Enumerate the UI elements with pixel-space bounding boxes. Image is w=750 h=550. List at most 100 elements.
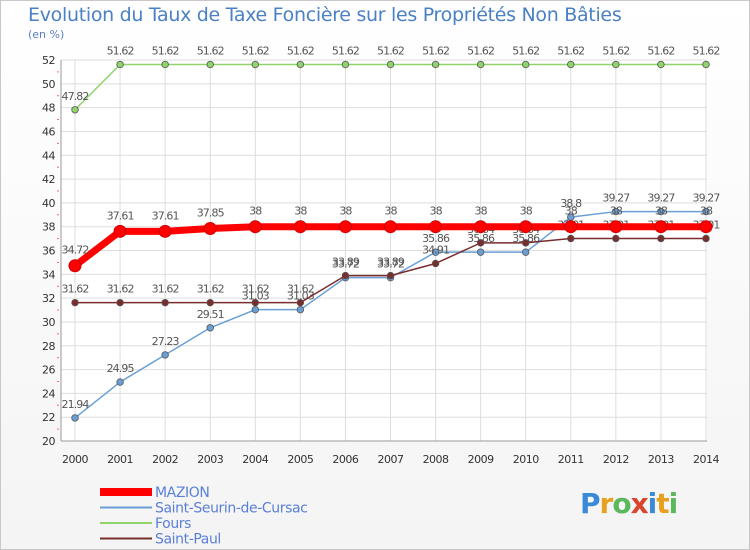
data-label: 51.62 [197, 45, 224, 58]
x-tick-label: 2003 [197, 453, 223, 466]
data-label: 51.62 [647, 45, 674, 58]
data-point [702, 207, 710, 216]
data-label: 51.62 [377, 45, 404, 58]
data-label: 33.89 [332, 256, 360, 269]
y-tick-label: 50 [42, 78, 55, 91]
data-point [386, 271, 395, 280]
data-label: 35.86 [422, 232, 450, 245]
data-label: 51.62 [512, 45, 539, 58]
data-label: 34.72 [62, 244, 89, 257]
y-tick-label: 36 [42, 245, 55, 258]
data-point [702, 234, 710, 243]
y-tick-label: 34 [42, 268, 55, 281]
data-label: 38 [475, 205, 488, 218]
data-point [203, 221, 217, 235]
y-tick-label: 52 [42, 54, 55, 67]
x-tick-label: 2012 [603, 453, 629, 466]
data-point [657, 60, 665, 69]
data-label: 39.27 [647, 192, 675, 205]
y-tick-label: 22 [42, 411, 55, 424]
data-point [251, 305, 259, 314]
data-label: 47.82 [62, 90, 89, 103]
data-label: 31.03 [287, 290, 315, 303]
data-label: 51.62 [107, 45, 134, 58]
data-label: 38 [249, 205, 262, 218]
data-point [206, 324, 214, 332]
data-point [567, 234, 575, 243]
x-tick-label: 2011 [558, 453, 584, 466]
x-tick-label: 2006 [332, 453, 358, 466]
data-point [431, 60, 440, 69]
data-point [206, 298, 214, 307]
data-point [522, 239, 530, 247]
legend-label: Fours [155, 516, 191, 532]
data-label: 51.62 [287, 45, 314, 58]
data-label: 31.62 [287, 283, 314, 296]
data-point [386, 60, 395, 69]
data-label: 31.62 [62, 283, 89, 296]
data-point [341, 271, 350, 280]
data-label: 38 [429, 205, 442, 218]
data-label: 51.62 [557, 45, 584, 58]
data-label: 51.62 [242, 45, 269, 58]
y-tick-label: 30 [42, 316, 55, 329]
data-label: 38 [384, 205, 397, 218]
data-point [251, 60, 259, 69]
data-label: 29.51 [197, 308, 224, 321]
data-point [476, 239, 485, 247]
data-point [71, 298, 79, 307]
data-label: 39.27 [602, 192, 630, 205]
data-point [657, 234, 665, 243]
data-point [71, 414, 79, 422]
legend-label: MAZION [155, 485, 209, 501]
data-point [474, 220, 488, 234]
logo-letter: r [599, 487, 614, 520]
data-point [431, 259, 440, 268]
data-point [251, 298, 259, 307]
y-axis-unit: (en %) [28, 28, 65, 41]
data-label: 31.62 [197, 283, 224, 296]
data-label: 37.61 [107, 209, 134, 222]
logo-letter: i [668, 487, 679, 520]
data-label: 51.62 [467, 45, 494, 58]
data-label: 31.03 [242, 290, 270, 303]
data-point [206, 60, 214, 69]
data-label: 33.89 [377, 256, 405, 269]
data-point [564, 220, 578, 234]
data-point [702, 60, 710, 69]
data-label: 33.72 [332, 258, 359, 271]
legend-label: Saint-Paul [155, 532, 221, 548]
data-point [519, 220, 533, 234]
data-point [384, 220, 397, 234]
data-point [654, 220, 668, 234]
logo-letter: o [612, 487, 631, 520]
x-tick-label: 2013 [648, 453, 674, 466]
y-tick-label: 46 [42, 125, 55, 138]
data-point [68, 259, 82, 273]
data-point [116, 378, 124, 386]
x-tick-label: 2008 [423, 453, 449, 466]
data-point [431, 248, 440, 256]
data-point [429, 220, 443, 234]
data-label: 38 [339, 205, 352, 218]
data-point [161, 298, 169, 307]
x-tick-label: 2001 [107, 453, 133, 466]
data-label: 51.62 [422, 45, 449, 58]
data-label: 51.62 [152, 45, 179, 58]
data-point [338, 220, 352, 234]
data-label: 38 [520, 205, 533, 218]
data-point [612, 207, 620, 216]
data-point [158, 224, 172, 238]
y-tick-label: 28 [42, 340, 55, 353]
data-point [609, 220, 623, 234]
data-point [293, 220, 307, 234]
data-point [476, 248, 485, 256]
data-label: 38 [565, 205, 578, 218]
data-label: 51.62 [693, 45, 720, 58]
data-point [71, 106, 79, 114]
data-point [161, 60, 169, 69]
x-tick-label: 2002 [152, 453, 178, 466]
data-label: 38 [655, 205, 668, 218]
logo-letter: i [647, 487, 658, 520]
